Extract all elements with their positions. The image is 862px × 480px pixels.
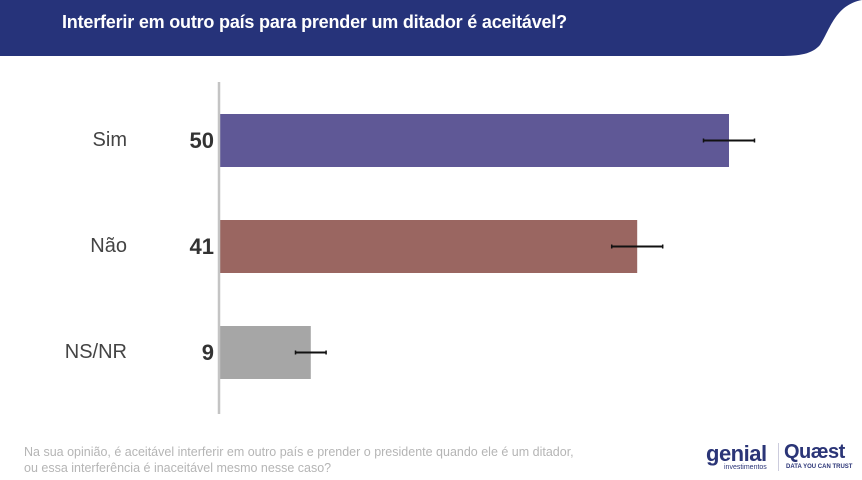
bar-1 bbox=[219, 220, 638, 273]
value-label: 9 bbox=[201, 339, 214, 365]
question-footnote: Na sua opinião, é aceitável interferir e… bbox=[24, 444, 574, 476]
logo-divider bbox=[778, 443, 779, 471]
quaest-logo: Quæst bbox=[784, 441, 845, 463]
footnote-line-2: ou essa interferência é inaceitável mesm… bbox=[24, 461, 332, 475]
value-label: 50 bbox=[189, 127, 214, 153]
category-label: NS/NR bbox=[64, 340, 127, 363]
logos: genial investimentos Quæst DATA YOU CAN … bbox=[706, 441, 856, 473]
category-label: Não bbox=[90, 234, 127, 257]
footnote-line-1: Na sua opinião, é aceitável interferir e… bbox=[24, 445, 574, 459]
bar-0 bbox=[219, 114, 729, 167]
chart-title: Interferir em outro país para prender um… bbox=[62, 12, 567, 32]
quaest-logo-tagline: DATA YOU CAN TRUST bbox=[786, 464, 853, 470]
genial-logo: genial bbox=[706, 441, 767, 466]
genial-logo-subtitle: investimentos bbox=[724, 464, 767, 471]
bar-chart bbox=[217, 82, 756, 414]
category-label: Sim bbox=[92, 128, 127, 151]
header-banner bbox=[0, 0, 862, 56]
value-label: 41 bbox=[189, 233, 214, 259]
